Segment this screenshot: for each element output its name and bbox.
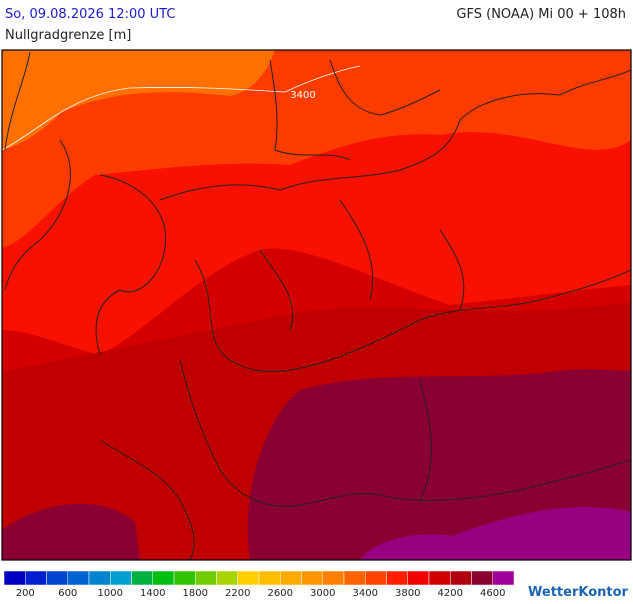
- legend-swatch: [471, 570, 493, 586]
- legend-swatch: [152, 570, 175, 586]
- legend-swatch: [216, 570, 238, 586]
- legend-swatch: [173, 570, 196, 586]
- legend-label: 1000: [98, 588, 123, 599]
- model-label: GFS (NOAA) Mi 00 + 108h: [456, 7, 626, 22]
- legend: 200 600 1000 1400 1800 2200 2600 3000 3400 3800 42…: [3, 570, 515, 599]
- legend-swatch: [131, 570, 153, 586]
- legend-swatch: [195, 570, 217, 586]
- legend-label: 3400: [353, 588, 378, 599]
- contour-label: 3400: [290, 90, 315, 101]
- legend-swatch: [88, 570, 111, 586]
- date-label: So, 09.08.2026 12:00 UTC: [5, 7, 175, 22]
- legend-swatch: [407, 570, 430, 586]
- legend-swatch: [365, 570, 387, 586]
- legend-label: 3800: [395, 588, 420, 599]
- legend-label: 1800: [183, 588, 208, 599]
- map-area: [2, 50, 275, 150]
- map-area: [2, 50, 631, 248]
- brand-logo: WetterKontor: [528, 585, 629, 600]
- contour-line: [2, 65, 361, 151]
- legend-label: 4200: [438, 588, 463, 599]
- legend-swatch: [386, 570, 408, 586]
- legend-swatch: [322, 570, 345, 586]
- legend-swatch: [237, 570, 260, 586]
- legend-swatch: [428, 570, 451, 586]
- legend-swatch: [46, 570, 68, 586]
- legend-swatch: [492, 570, 515, 586]
- legend-label: 2200: [225, 588, 250, 599]
- map-area: [2, 503, 140, 560]
- legend-swatch: [25, 570, 47, 586]
- legend-swatch: [110, 570, 132, 586]
- map-area: [360, 506, 631, 560]
- legend-label: 600: [58, 588, 77, 599]
- map: 3400: [1, 49, 632, 561]
- legend-label: 2600: [268, 588, 293, 599]
- legend-label: 4600: [480, 588, 505, 599]
- legend-label: 1400: [140, 588, 165, 599]
- borders: [4, 51, 631, 560]
- legend-swatch: [67, 570, 90, 586]
- legend-swatch: [343, 570, 366, 586]
- legend-swatch: [450, 570, 472, 586]
- legend-swatch: [280, 570, 302, 586]
- legend-label: 200: [16, 588, 35, 599]
- legend-label: 3000: [310, 588, 335, 599]
- legend-swatch: [3, 570, 26, 586]
- legend-swatch: [301, 570, 323, 586]
- parameter-label: Nullgradgrenze [m]: [5, 28, 131, 43]
- map-frame: [1, 49, 632, 561]
- legend-swatch: [258, 570, 281, 586]
